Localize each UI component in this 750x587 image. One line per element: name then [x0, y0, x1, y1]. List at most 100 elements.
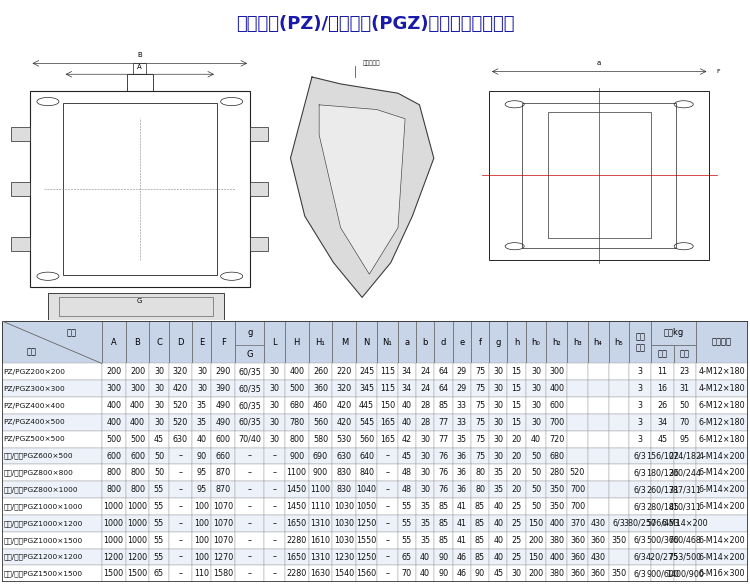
Text: 70: 70	[402, 569, 412, 578]
Text: –: –	[248, 468, 252, 477]
Text: 830: 830	[337, 485, 352, 494]
Text: 80: 80	[475, 485, 485, 494]
Text: 50: 50	[154, 468, 164, 477]
Bar	[508, 431, 526, 448]
Text: 3: 3	[638, 367, 643, 376]
Bar	[102, 464, 125, 481]
Text: 870: 870	[216, 468, 231, 477]
Bar	[588, 464, 608, 481]
Bar	[264, 481, 285, 498]
Bar	[508, 549, 526, 565]
Text: 平面平板(PZ)/平面拱形(PGZ)滑动铸铁小型闸门: 平面平板(PZ)/平面拱形(PGZ)滑动铸铁小型闸门	[236, 15, 514, 33]
Bar	[377, 565, 398, 582]
Bar	[608, 464, 629, 481]
Text: 总重: 总重	[680, 349, 690, 359]
Text: 30: 30	[420, 451, 430, 461]
Bar	[236, 549, 264, 565]
Text: 6-M14×200: 6-M14×200	[698, 552, 746, 562]
Text: 400: 400	[106, 401, 122, 410]
Bar	[452, 363, 471, 380]
Bar	[434, 397, 452, 414]
Bar	[102, 565, 125, 582]
Bar	[11, 237, 29, 251]
Bar	[62, 103, 217, 275]
Bar	[356, 532, 377, 549]
Bar	[588, 414, 608, 431]
Bar	[696, 532, 748, 549]
Bar	[674, 380, 696, 397]
Text: 300: 300	[130, 384, 145, 393]
Bar	[2, 321, 102, 363]
Text: 420: 420	[337, 418, 352, 427]
Text: –: –	[248, 502, 252, 511]
Text: H₁: H₁	[316, 338, 326, 347]
Text: 530: 530	[337, 435, 352, 444]
Text: 6-M14×200: 6-M14×200	[698, 485, 746, 494]
Bar	[356, 414, 377, 431]
Text: 830: 830	[337, 468, 352, 477]
Text: 200: 200	[130, 367, 145, 376]
Text: 45: 45	[154, 435, 164, 444]
Bar	[125, 431, 149, 448]
Text: 4-M14×200: 4-M14×200	[698, 451, 746, 461]
Text: 300: 300	[106, 384, 122, 393]
Text: 600: 600	[216, 435, 231, 444]
Text: 60/35: 60/35	[238, 384, 261, 393]
Text: 40: 40	[402, 418, 412, 427]
Text: 29: 29	[457, 367, 466, 376]
Text: F: F	[221, 338, 226, 347]
Bar	[567, 431, 588, 448]
Bar	[608, 380, 629, 397]
Text: F: F	[717, 69, 721, 74]
Text: 700: 700	[549, 418, 564, 427]
Bar	[696, 498, 748, 515]
Text: –: –	[386, 468, 389, 477]
Text: h₃: h₃	[573, 338, 582, 347]
Bar	[332, 363, 356, 380]
Text: 55: 55	[154, 502, 164, 511]
Text: 600: 600	[549, 401, 564, 410]
Text: 500: 500	[106, 435, 122, 444]
Text: 350: 350	[611, 536, 626, 545]
Bar	[377, 515, 398, 532]
Text: 11: 11	[658, 367, 668, 376]
Text: b: b	[422, 338, 427, 347]
Bar	[629, 431, 652, 448]
Bar	[398, 397, 416, 414]
Text: 800: 800	[130, 485, 145, 494]
Bar	[236, 515, 264, 532]
Bar	[452, 448, 471, 464]
Text: 45: 45	[402, 451, 412, 461]
Bar	[567, 448, 588, 464]
Text: a: a	[597, 60, 602, 66]
Text: 50: 50	[154, 451, 164, 461]
Bar	[471, 515, 489, 532]
Bar	[211, 380, 236, 397]
Bar	[125, 532, 149, 549]
Polygon shape	[320, 105, 405, 274]
Text: 1560: 1560	[356, 569, 376, 578]
Text: 420/275: 420/275	[646, 552, 680, 562]
Bar	[567, 464, 588, 481]
Bar	[211, 448, 236, 464]
Bar	[452, 431, 471, 448]
Text: g: g	[247, 328, 253, 338]
Text: 55: 55	[402, 519, 412, 528]
Text: 76: 76	[438, 485, 448, 494]
Text: –: –	[248, 451, 252, 461]
Bar	[416, 431, 434, 448]
Bar	[489, 481, 508, 498]
Bar	[398, 431, 416, 448]
Bar	[102, 498, 125, 515]
Text: 30: 30	[269, 367, 279, 376]
Text: B: B	[134, 338, 140, 347]
Bar	[149, 414, 169, 431]
Bar	[149, 515, 169, 532]
Text: 580: 580	[313, 435, 328, 444]
Bar	[308, 321, 332, 363]
Text: 35: 35	[197, 418, 207, 427]
Bar	[149, 464, 169, 481]
Bar	[125, 380, 149, 397]
Bar	[674, 397, 696, 414]
Text: 360: 360	[591, 569, 606, 578]
